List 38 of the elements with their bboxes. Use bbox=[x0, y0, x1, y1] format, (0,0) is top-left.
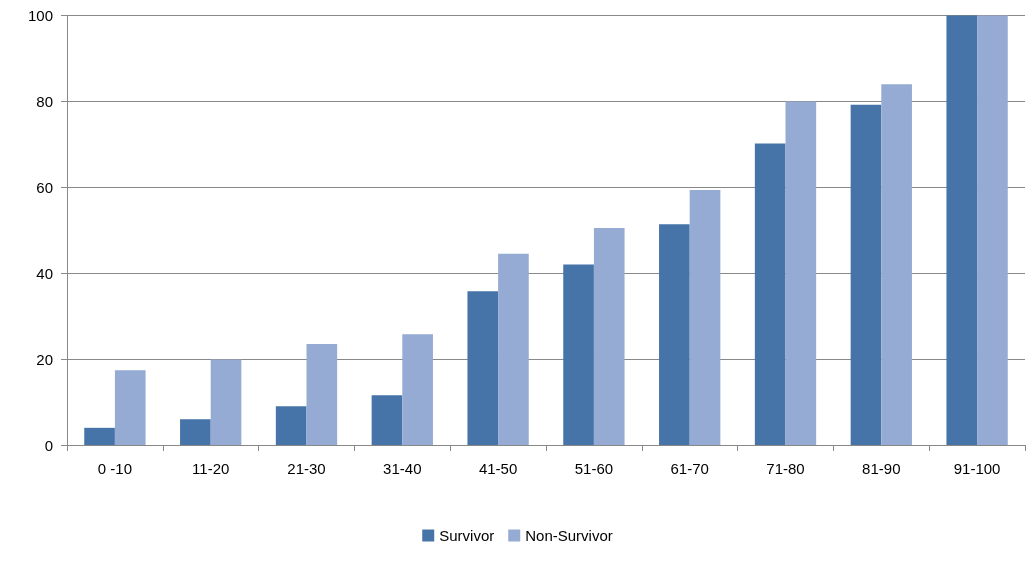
bar bbox=[275, 406, 307, 445]
x-tick-label: 91-100 bbox=[953, 460, 1001, 477]
legend-label: Survivor bbox=[439, 527, 495, 544]
y-tick-label: 80 bbox=[36, 92, 53, 110]
bar bbox=[689, 189, 721, 445]
x-tick-label: 31-40 bbox=[383, 460, 422, 477]
x-tick-label: 71-80 bbox=[766, 460, 805, 477]
bar bbox=[593, 228, 625, 445]
bar bbox=[977, 15, 1008, 445]
bar bbox=[498, 253, 529, 445]
y-tick-label: 100 bbox=[27, 7, 53, 24]
x-tick-label: 41-50 bbox=[478, 460, 518, 477]
y-tick-label: 20 bbox=[36, 350, 53, 368]
bar bbox=[371, 395, 403, 445]
bar bbox=[946, 15, 978, 445]
bar bbox=[306, 344, 338, 445]
bar bbox=[467, 291, 499, 445]
legend-label: Non-Survivor bbox=[525, 527, 613, 544]
bar bbox=[180, 419, 211, 445]
x-tick-label: 0 -10 bbox=[97, 460, 132, 477]
bar bbox=[785, 101, 817, 445]
x-tick-label: 21-30 bbox=[287, 460, 326, 477]
y-tick-label: 60 bbox=[36, 178, 53, 196]
bar bbox=[850, 104, 882, 445]
bar bbox=[84, 427, 115, 445]
bar bbox=[881, 84, 912, 445]
x-tick-label: 81-90 bbox=[862, 460, 901, 477]
x-tick-label: 11-20 bbox=[192, 460, 230, 477]
bar bbox=[402, 334, 433, 445]
y-tick-label: 40 bbox=[36, 264, 53, 282]
bar bbox=[114, 370, 146, 445]
x-tick-label: 61-70 bbox=[670, 460, 709, 477]
bar bbox=[210, 359, 242, 445]
y-tick-label: 0 bbox=[44, 436, 53, 454]
x-tick-label: 51-60 bbox=[574, 460, 614, 477]
bar bbox=[563, 264, 594, 445]
bar bbox=[754, 143, 786, 445]
bar bbox=[659, 224, 690, 445]
